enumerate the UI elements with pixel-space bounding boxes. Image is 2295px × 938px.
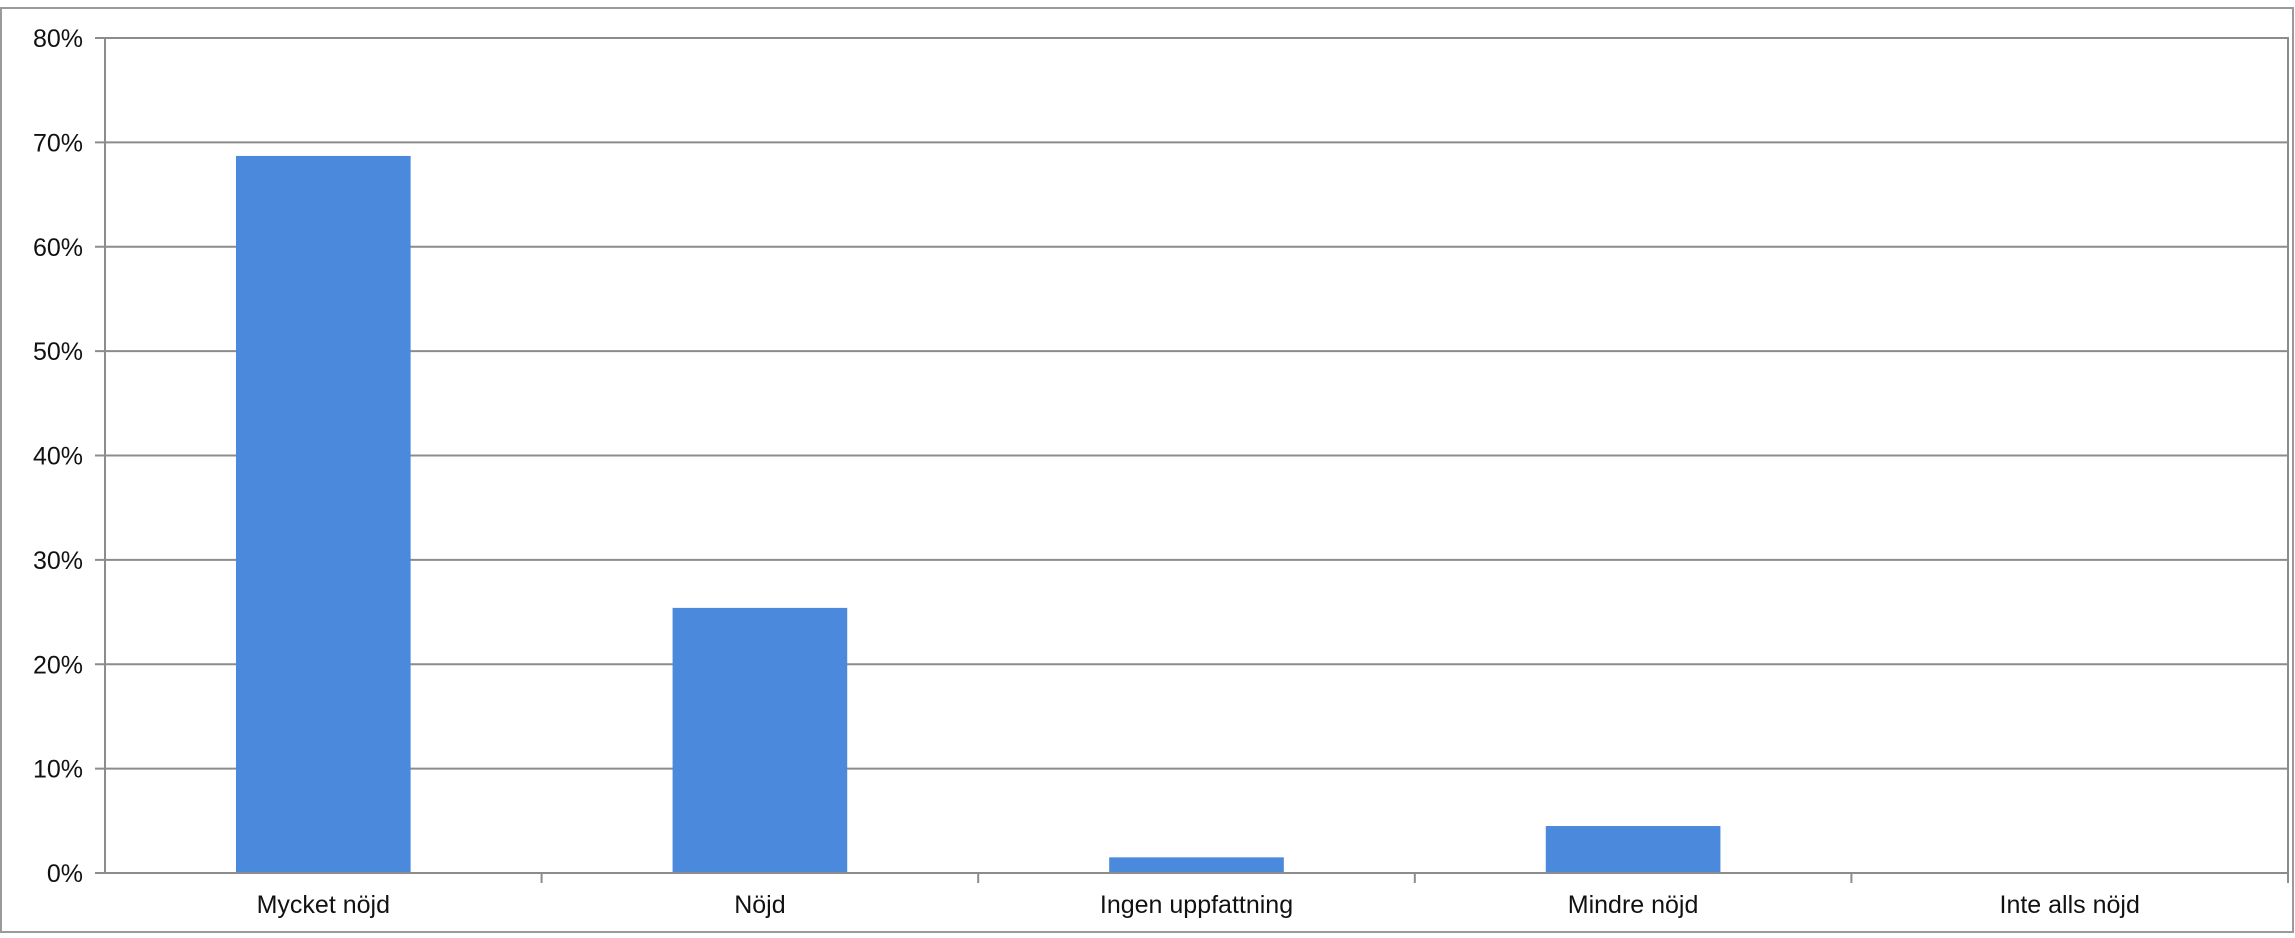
bar-2 <box>1109 857 1284 873</box>
x-tick-label: Nöjd <box>734 891 785 919</box>
y-tick-label: 20% <box>33 651 83 679</box>
plot-frame <box>104 37 2289 874</box>
x-tick-label: Mycket nöjd <box>257 891 390 919</box>
y-tick-label: 50% <box>33 338 83 366</box>
bar-1 <box>672 607 848 873</box>
bars <box>235 155 1721 874</box>
y-tick-label: 30% <box>33 547 83 575</box>
bar-0 <box>235 155 411 874</box>
y-tick-label: 80% <box>33 25 83 53</box>
x-tick-label: Inte alls nöjd <box>2000 891 2140 919</box>
axes <box>95 37 2289 883</box>
x-tick-label: Ingen uppfattning <box>1100 891 1293 919</box>
y-tick-label: 0% <box>47 860 83 888</box>
y-tick-label: 10% <box>33 756 83 784</box>
y-tick-label: 70% <box>33 129 83 157</box>
bar-3 <box>1545 826 1721 873</box>
x-tick-label: Mindre nöjd <box>1568 891 1699 919</box>
x-axis-tick-labels: Mycket nöjd Nöjd Ingen uppfattning Mindre n… <box>257 891 2140 919</box>
y-tick-label: 60% <box>33 234 83 262</box>
y-axis-tick-labels: 0% 10% 20% 30% 40% 50% 60% 70% 80% <box>33 25 83 888</box>
y-tick-label: 40% <box>33 443 83 471</box>
